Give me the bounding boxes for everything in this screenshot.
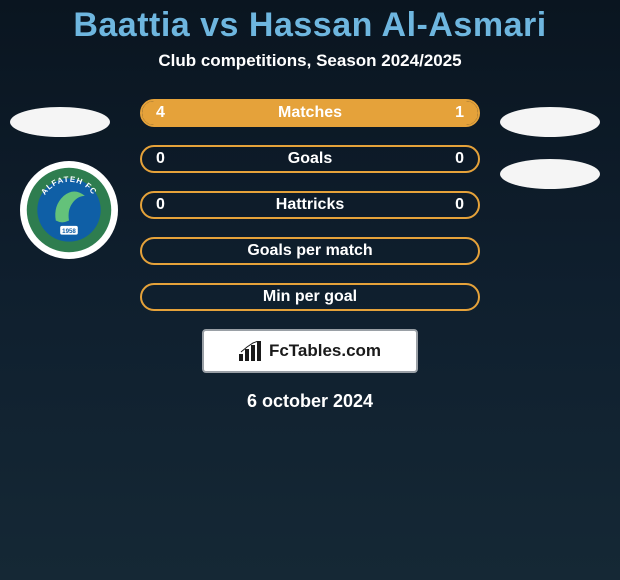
player-right-badge-2 [500, 159, 600, 189]
stat-row: 0 0 Hattricks [140, 191, 480, 219]
attribution-badge: FcTables.com [202, 329, 418, 373]
stat-row: Min per goal [140, 283, 480, 311]
stat-label: Hattricks [276, 196, 344, 214]
bar-fill-right [411, 101, 478, 125]
stat-row: 0 0 Goals [140, 145, 480, 173]
club-logo: ALFATEH FC 1958 [20, 161, 118, 259]
page-subtitle: Club competitions, Season 2024/2025 [0, 51, 620, 71]
stat-label: Goals [288, 150, 332, 168]
comparison-card: Baattia vs Hassan Al-Asmari Club competi… [0, 0, 620, 580]
stat-value-right: 0 [455, 196, 464, 214]
stat-value-left: 0 [156, 150, 165, 168]
date-label: 6 october 2024 [0, 391, 620, 412]
stat-value-right: 0 [455, 150, 464, 168]
bar-chart-icon [239, 341, 263, 361]
content-area: ALFATEH FC 1958 4 1 Matches 0 0 Goals 0 0 Hattri… [0, 99, 620, 412]
bar-fill-left [142, 101, 411, 125]
player-left-badge [10, 107, 110, 137]
page-title: Baattia vs Hassan Al-Asmari [0, 6, 620, 45]
club-logo-svg: ALFATEH FC 1958 [25, 166, 113, 254]
player-right-badge-1 [500, 107, 600, 137]
stat-value-left: 0 [156, 196, 165, 214]
stat-row: Goals per match [140, 237, 480, 265]
stat-value-right: 1 [455, 104, 464, 122]
stat-label: Goals per match [247, 242, 372, 260]
stat-label: Matches [278, 104, 342, 122]
stat-label: Min per goal [263, 288, 357, 306]
stat-value-left: 4 [156, 104, 165, 122]
attribution-text: FcTables.com [269, 341, 381, 361]
svg-text:1958: 1958 [62, 228, 76, 235]
stat-row: 4 1 Matches [140, 99, 480, 127]
stats-bars: 4 1 Matches 0 0 Goals 0 0 Hattricks Goals per mat… [140, 99, 480, 311]
